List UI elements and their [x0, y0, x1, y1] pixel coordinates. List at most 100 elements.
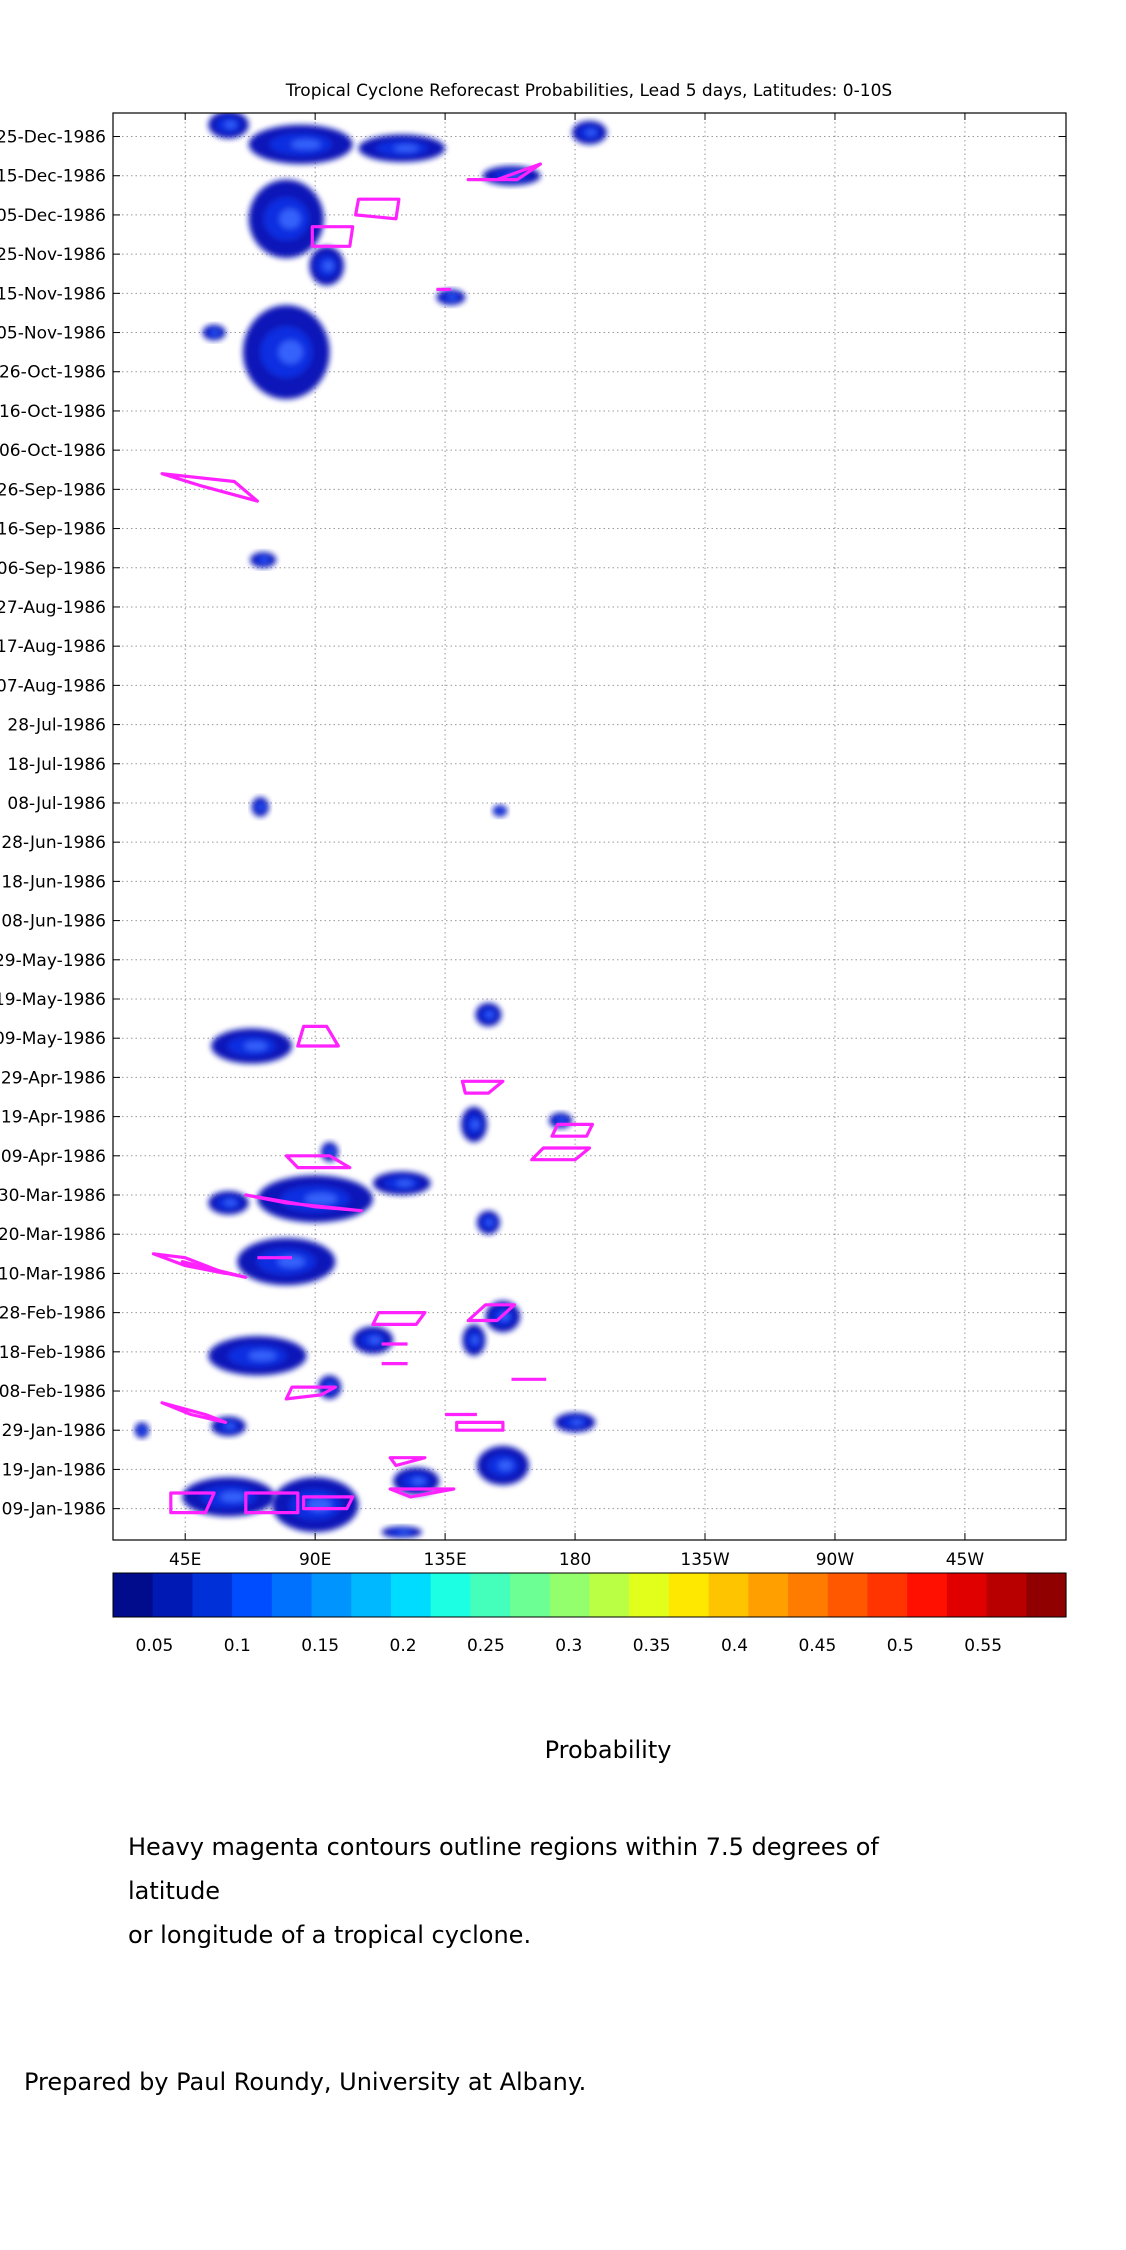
x-tick-label: 135E: [424, 1550, 467, 1570]
probability-region: [309, 246, 345, 286]
probability-fill-core: [304, 1193, 338, 1205]
y-tick-label: 18-Feb-1986: [0, 1343, 106, 1363]
probability-fill-core: [224, 1199, 237, 1206]
y-tick-label: 29-May-1986: [0, 951, 106, 971]
y-tick-label: 19-Jan-1986: [2, 1460, 106, 1480]
y-tick-label: 27-Aug-1986: [0, 598, 106, 618]
probability-region: [572, 120, 607, 145]
x-tick-label: 135W: [680, 1550, 729, 1570]
probability-region: [237, 1238, 336, 1286]
probability-region: [393, 1467, 440, 1495]
plot-area: [112, 112, 1067, 1541]
probability-region: [208, 1191, 249, 1215]
colorbar-swatch: [232, 1573, 273, 1617]
y-tick-label: 29-Apr-1986: [1, 1068, 106, 1088]
y-tick-label: 06-Oct-1986: [0, 441, 106, 461]
colorbar-swatch: [470, 1573, 511, 1617]
colorbar-swatch: [907, 1573, 948, 1617]
caption-note-line-1: Heavy magenta contours outline regions w…: [128, 1833, 879, 1905]
tc-contour: [180, 1260, 248, 1279]
colorbar-swatches: [113, 1573, 1067, 1617]
y-tick-label: 08-Jun-1986: [1, 912, 106, 932]
colorbar-swatch: [192, 1573, 233, 1617]
y-tick-label: 16-Oct-1986: [0, 402, 106, 422]
probability-fill-core: [471, 1120, 479, 1129]
tc-contour: [284, 1154, 352, 1170]
y-tick-label: 25-Dec-1986: [0, 128, 106, 148]
colorbar-tick-label: 0.2: [390, 1636, 417, 1656]
y-tick-label: 06-Sep-1986: [0, 559, 106, 579]
colorbar: 0.05 0.1 0.15 0.2 0.25 0.3 0.35 0.4 0.45 0.5 0.55: [112, 1572, 1067, 1656]
y-tick-label: 08-Feb-1986: [0, 1382, 106, 1402]
probability-fill-core: [498, 809, 503, 813]
tc-contour: [466, 1303, 517, 1323]
y-tick-label: 08-Jul-1986: [7, 794, 106, 814]
probability-fill-core: [486, 1011, 494, 1018]
probability-region: [248, 179, 324, 259]
colorbar-swatch: [708, 1573, 749, 1617]
y-tick-label: 09-Apr-1986: [1, 1147, 106, 1167]
tc-contour: [244, 1193, 363, 1213]
x-tick-label: 45W: [946, 1550, 985, 1570]
colorbar-swatch: [788, 1573, 829, 1617]
probability-fill-core: [412, 1477, 426, 1485]
x-tick-label: 180: [559, 1550, 591, 1570]
probability-region: [381, 1526, 423, 1539]
probability-fill-core: [328, 1149, 333, 1155]
y-tick-label: 29-Jan-1986: [2, 1421, 106, 1441]
colorbar-tick-label: 0.3: [555, 1636, 582, 1656]
y-tick-label: 28-Feb-1986: [0, 1304, 106, 1324]
y-tick-label: 15-Nov-1986: [0, 284, 106, 304]
probability-fill-core: [248, 1350, 277, 1361]
colorbar-tick-label: 0.4: [721, 1636, 748, 1656]
tc-contours: [151, 162, 595, 1515]
probability-fill-core: [558, 1118, 566, 1123]
colorbar-swatch: [589, 1573, 630, 1617]
x-tick-label: 45E: [169, 1550, 201, 1570]
colorbar-tick-label: 0.25: [467, 1636, 505, 1656]
colorbar-tick-label: 0.15: [301, 1636, 339, 1656]
caption-note-line-2: or longitude of a tropical cyclone.: [128, 1921, 532, 1949]
tc-contour: [460, 1079, 505, 1095]
probability-fill-core: [398, 1530, 410, 1534]
chart-title: Tropical Cyclone Reforecast Probabilitie…: [285, 81, 892, 101]
probability-region: [208, 1336, 307, 1376]
y-tick-label: 18-Jul-1986: [7, 755, 106, 775]
tc-contour: [160, 472, 259, 503]
colorbar-tick-label: 0.55: [964, 1636, 1002, 1656]
tc-contour: [550, 1122, 595, 1138]
y-tick-label: 30-Mar-1986: [0, 1186, 106, 1206]
colorbar-swatch: [113, 1573, 154, 1617]
probability-region: [460, 1106, 487, 1143]
caption-note: Heavy magenta contours outline regions w…: [128, 1825, 928, 1957]
probability-fill-core: [279, 209, 301, 229]
y-axis: 25-Dec-1986 15-Dec-1986 05-Dec-1986 25-Nov-…: [0, 128, 1066, 1520]
colorbar-swatch: [311, 1573, 352, 1617]
probability-region: [352, 1326, 394, 1354]
colorbar-swatch: [510, 1573, 551, 1617]
tc-contour: [455, 1420, 505, 1432]
probability-fill-core: [396, 1180, 413, 1187]
probability-region: [475, 1002, 502, 1027]
probability-fill-core: [260, 557, 269, 562]
probability-region: [208, 113, 249, 139]
y-tick-label: 28-Jul-1986: [7, 716, 106, 736]
probability-region: [211, 1028, 293, 1064]
y-tick-label: 18-Jun-1986: [1, 872, 106, 892]
probability-region: [476, 1445, 529, 1486]
colorbar-ticks: 0.05 0.1 0.15 0.2 0.25 0.3 0.35 0.4 0.45 0.5 0.55: [136, 1636, 1003, 1656]
colorbar-swatch: [668, 1573, 710, 1617]
y-tick-label: 07-Aug-1986: [0, 676, 106, 696]
probability-region: [202, 324, 226, 341]
colorbar-swatch: [748, 1573, 789, 1617]
x-tick-label: 90E: [299, 1550, 331, 1570]
tc-contour: [160, 1401, 228, 1425]
probability-region: [462, 1324, 486, 1356]
probability-region: [134, 1422, 150, 1439]
colorbar-swatch: [271, 1573, 313, 1617]
colorbar-swatch: [629, 1573, 670, 1617]
probability-region: [358, 134, 446, 163]
colorbar-swatch: [351, 1573, 392, 1617]
colorbar-tick-label: 0.5: [887, 1636, 914, 1656]
